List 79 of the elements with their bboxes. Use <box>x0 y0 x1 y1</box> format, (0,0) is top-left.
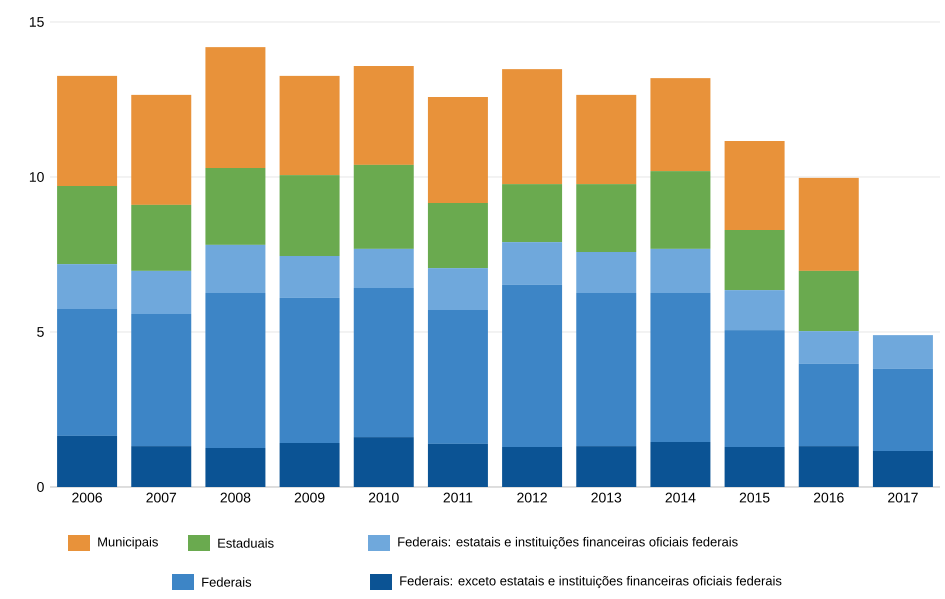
bar <box>354 288 414 438</box>
bar <box>650 78 710 172</box>
bar <box>502 69 562 184</box>
bar <box>57 264 118 310</box>
legend-label: Federais <box>202 577 252 587</box>
bar <box>428 310 488 444</box>
x-tick-label: 2007 <box>146 492 176 503</box>
bar <box>354 248 414 288</box>
bar <box>650 442 710 487</box>
bar <box>502 447 562 487</box>
y-tick-label: 10 <box>30 172 44 182</box>
bar <box>650 248 710 293</box>
bar <box>354 66 414 165</box>
bar <box>650 171 710 249</box>
bar <box>57 186 118 264</box>
bar <box>724 230 785 290</box>
bar <box>798 364 859 446</box>
bar <box>428 203 488 268</box>
bar <box>428 97 488 204</box>
bar <box>428 268 488 310</box>
legend-label: Federais: estatais e instituições financeiras oficiais federais <box>398 536 738 550</box>
bar <box>205 168 266 245</box>
bar <box>576 94 636 184</box>
bar <box>205 292 266 448</box>
bar <box>576 292 636 446</box>
bar <box>872 368 933 452</box>
bar <box>131 446 192 487</box>
bar <box>576 252 636 293</box>
bar <box>798 270 859 332</box>
bar <box>280 76 340 176</box>
bar <box>280 442 340 487</box>
x-tick-label: 2006 <box>72 492 102 503</box>
bar <box>280 175 340 256</box>
bar <box>205 47 266 168</box>
bar <box>354 164 414 249</box>
bar <box>798 331 859 364</box>
bar <box>57 76 118 186</box>
bar <box>576 184 636 252</box>
bar <box>131 204 192 271</box>
legend-label: Federais: exceto estatais e instituições financeiras oficiais federais <box>400 576 782 588</box>
x-tick-label: 2008 <box>220 492 250 503</box>
x-tick-label: 2015 <box>740 492 770 503</box>
bar <box>280 298 340 443</box>
bar <box>872 451 933 487</box>
legend-label: Estaduais <box>218 538 274 548</box>
x-tick-label: 2009 <box>294 492 324 503</box>
bar <box>724 290 785 330</box>
bar <box>131 94 192 205</box>
bar <box>502 184 562 242</box>
x-tick-label: 2011 <box>444 492 472 503</box>
x-tick-label: 2010 <box>368 492 399 503</box>
bar <box>354 437 414 487</box>
x-tick-label: 2016 <box>814 492 844 503</box>
y-tick-label: 15 <box>30 17 44 27</box>
bar <box>724 330 785 448</box>
bar <box>131 314 192 446</box>
bar <box>205 448 266 487</box>
x-tick-label: 2013 <box>591 492 622 503</box>
bar <box>502 284 562 448</box>
x-tick-label: 2012 <box>517 492 547 503</box>
legend-label: Municipais <box>98 536 158 550</box>
bar <box>57 309 118 436</box>
y-tick-label: 0 <box>37 482 44 492</box>
bar <box>724 141 785 230</box>
bar <box>428 444 488 487</box>
bar <box>502 242 562 285</box>
bar <box>576 446 636 487</box>
bar <box>131 270 192 314</box>
x-tick-label: 2017 <box>888 492 918 503</box>
bar <box>650 292 710 442</box>
bar <box>57 436 118 487</box>
bar <box>798 178 859 271</box>
x-tick-label: 2014 <box>666 492 696 503</box>
y-tick-label: 5 <box>37 327 44 337</box>
bar <box>724 447 785 487</box>
bar <box>872 335 933 369</box>
bar <box>280 256 340 298</box>
bar <box>798 446 859 487</box>
bar <box>205 244 266 293</box>
